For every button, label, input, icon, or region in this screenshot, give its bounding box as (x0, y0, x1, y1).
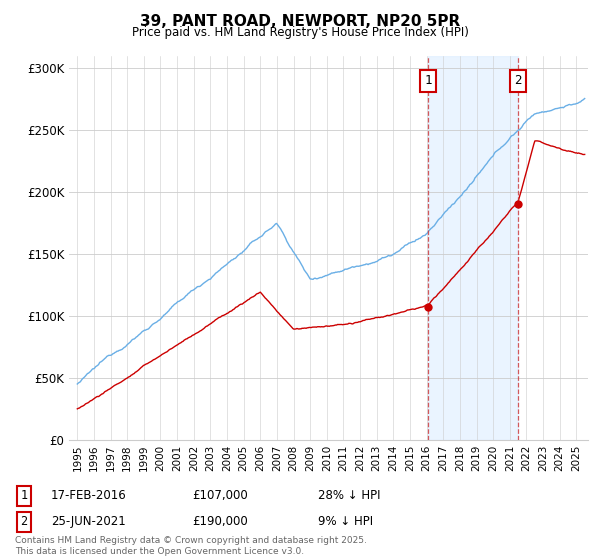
Text: 1: 1 (20, 489, 28, 502)
Text: £190,000: £190,000 (192, 515, 248, 529)
Text: 39, PANT ROAD, NEWPORT, NP20 5PR: 39, PANT ROAD, NEWPORT, NP20 5PR (140, 14, 460, 29)
Text: Contains HM Land Registry data © Crown copyright and database right 2025.
This d: Contains HM Land Registry data © Crown c… (15, 536, 367, 556)
Text: Price paid vs. HM Land Registry's House Price Index (HPI): Price paid vs. HM Land Registry's House … (131, 26, 469, 39)
Text: 1: 1 (425, 74, 432, 87)
Text: 9% ↓ HPI: 9% ↓ HPI (318, 515, 373, 529)
Text: £107,000: £107,000 (192, 489, 248, 502)
Bar (428, 56, 518, 440)
Text: 25-JUN-2021: 25-JUN-2021 (51, 515, 126, 529)
Text: 17-FEB-2016: 17-FEB-2016 (51, 489, 127, 502)
Text: 28% ↓ HPI: 28% ↓ HPI (318, 489, 380, 502)
Text: 2: 2 (20, 515, 28, 529)
Text: 2: 2 (514, 74, 521, 87)
